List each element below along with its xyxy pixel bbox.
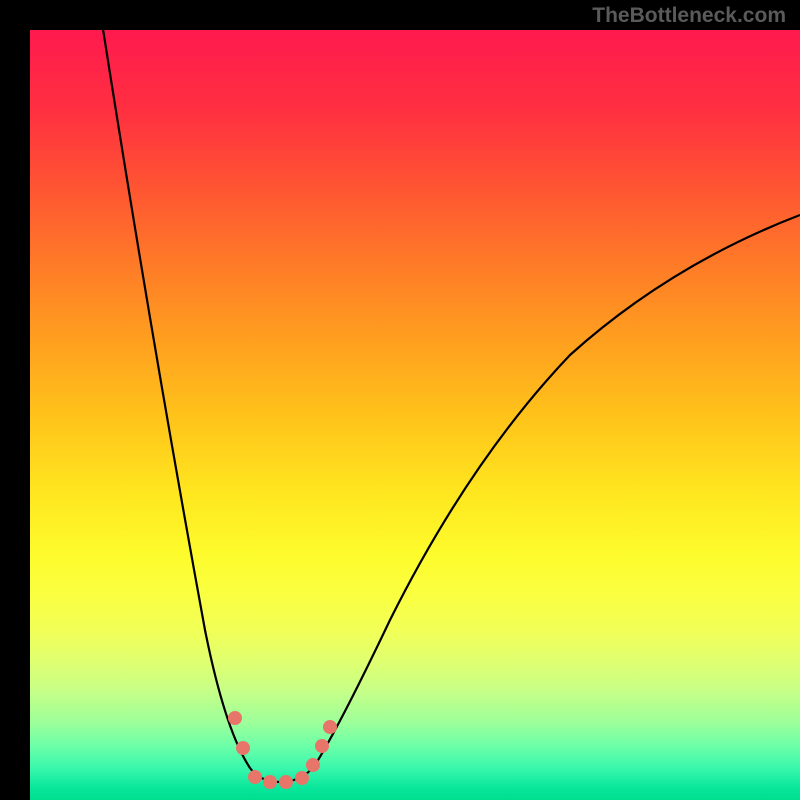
data-marker	[295, 771, 309, 785]
plot-area	[30, 30, 800, 800]
data-marker	[279, 775, 293, 789]
data-marker	[228, 711, 242, 725]
data-marker	[323, 720, 337, 734]
data-marker	[248, 770, 262, 784]
data-marker	[306, 758, 320, 772]
data-marker	[236, 741, 250, 755]
data-marker	[315, 739, 329, 753]
data-markers-group	[228, 711, 337, 789]
curve-layer	[30, 30, 800, 800]
watermark-text: TheBottleneck.com	[592, 4, 786, 28]
data-marker	[263, 775, 277, 789]
bottleneck-curve	[100, 30, 800, 782]
